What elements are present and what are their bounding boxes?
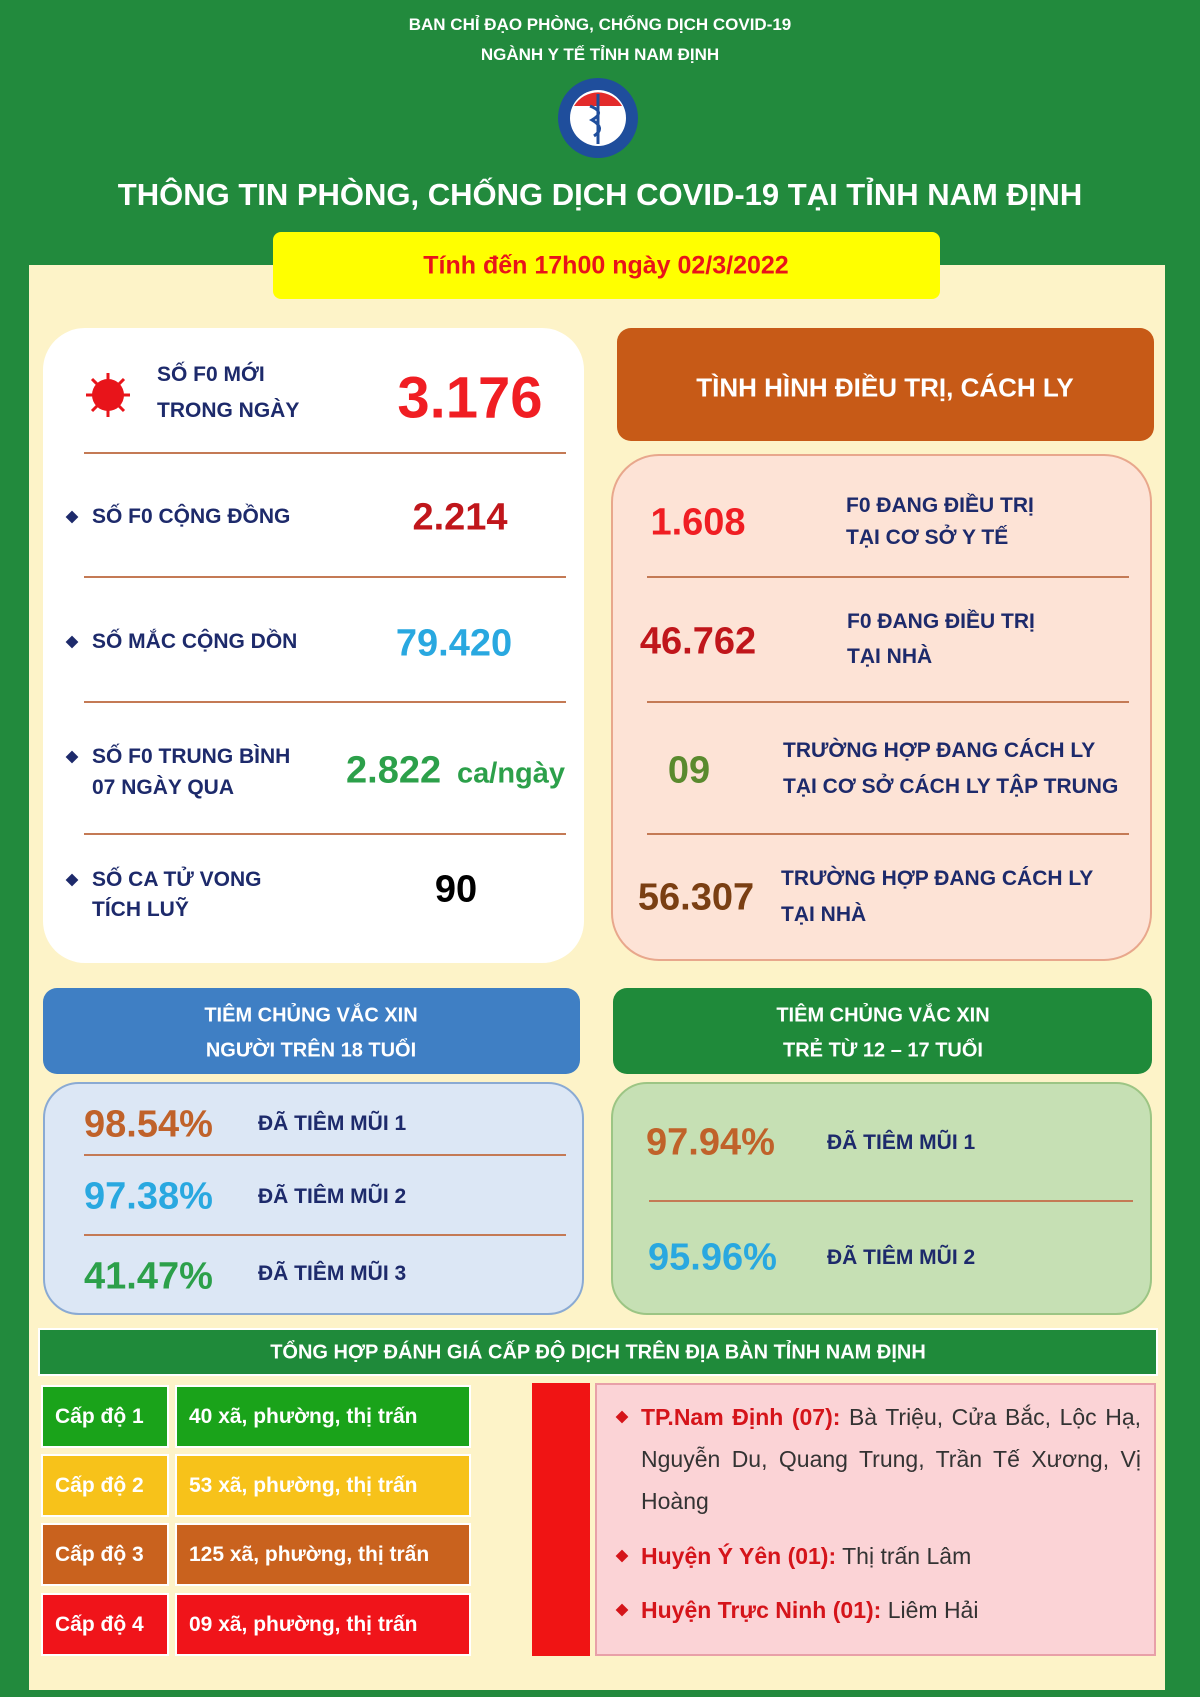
area-entry: TP.Nam Định (07): Bà Triệu, Cửa Bắc, Lộc… xyxy=(641,1396,1141,1522)
level4-marker xyxy=(532,1383,590,1656)
org-line: BAN CHỈ ĐẠO PHÒNG, CHỐNG DỊCH COVID-19 xyxy=(408,15,792,34)
divider xyxy=(647,833,1129,835)
level-name: Cấp độ 1 xyxy=(41,1385,169,1448)
divider xyxy=(84,452,566,454)
case-value: 3.176 xyxy=(397,365,543,431)
cases-card xyxy=(43,328,584,963)
divider xyxy=(647,576,1129,578)
case-value: 79.420 xyxy=(395,622,513,665)
org-line: NGÀNH Y TẾ TỈNH NAM ĐỊNH xyxy=(480,45,720,64)
vaccine-label: ĐÃ TIÊM MŨI 1 xyxy=(258,1112,407,1135)
area-places: Thị trấn Lâm xyxy=(842,1543,972,1569)
case-label: SỐ MẮC CỘNG DỒN xyxy=(92,630,298,653)
area-name: Huyện Trực Ninh (01): xyxy=(641,1597,882,1623)
case-label: SỐ F0 MỚI xyxy=(157,363,265,386)
case-value: 2.214 xyxy=(412,496,508,539)
case-value: 2.822 xyxy=(346,749,442,792)
vaccine-adults-header xyxy=(43,988,580,1074)
levels-title: TỔNG HỢP ĐÁNH GIÁ CẤP ĐỘ DỊCH TRÊN ĐỊA B… xyxy=(270,1341,926,1364)
vaccine-children-header xyxy=(613,988,1152,1074)
virus-icon xyxy=(86,373,130,417)
case-label: SỐ F0 CỘNG ĐỒNG xyxy=(92,505,291,528)
date-box xyxy=(273,232,940,299)
treatment-label: TRƯỜNG HỢP ĐANG CÁCH LY xyxy=(781,867,1094,890)
treatment-value: 1.608 xyxy=(650,501,746,544)
treatment-card xyxy=(611,454,1152,961)
page-title: THÔNG TIN PHÒNG, CHỐNG DỊCH COVID-19 TẠI… xyxy=(117,177,1083,212)
area-entry: Huyện Ý Yên (01): Thị trấn Lâm xyxy=(641,1535,1141,1577)
vaccine-label: ĐÃ TIÊM MŨI 3 xyxy=(258,1262,407,1285)
vaccine-title: NGƯỜI TRÊN 18 TUỔI xyxy=(205,1039,417,1062)
vaccine-title: TRẺ TỪ 12 – 17 TUỔI xyxy=(783,1039,983,1062)
area-places: Bà Triệu, Cửa Bắc, Lộc Hạ, Nguyễn Du, Qu… xyxy=(641,1404,1141,1514)
level-areas: 09 xã, phường, thị trấn xyxy=(175,1593,471,1656)
case-label: SỐ CA TỬ VONG xyxy=(92,868,262,891)
area-name: Huyện Ý Yên (01): xyxy=(641,1543,837,1569)
treatment-label: TẠI NHÀ xyxy=(781,903,867,926)
divider xyxy=(84,1234,566,1236)
vaccine-value: 97.94% xyxy=(646,1121,775,1164)
divider xyxy=(84,701,566,703)
treatment-label: TRƯỜNG HỢP ĐANG CÁCH LY xyxy=(783,739,1096,762)
treatment-label: TẠI NHÀ xyxy=(847,645,933,668)
vaccine-value: 98.54% xyxy=(84,1103,213,1146)
vaccine-title: TIÊM CHỦNG VẮC XIN xyxy=(204,1004,418,1027)
treatment-label: TẠI CƠ SỞ CÁCH LY TẬP TRUNG xyxy=(783,775,1119,798)
level-name: Cấp độ 2 xyxy=(41,1454,169,1517)
levels-header xyxy=(38,1328,1158,1376)
treatment-value: 56.307 xyxy=(637,876,755,919)
divider xyxy=(647,701,1129,703)
treatment-title: TÌNH HÌNH ĐIỀU TRỊ, CÁCH LY xyxy=(696,372,1074,403)
vaccine-adults-card xyxy=(43,1082,584,1315)
case-label: 07 NGÀY QUA xyxy=(92,776,234,799)
case-value: 90 xyxy=(434,868,478,911)
level-areas: 40 xã, phường, thị trấn xyxy=(175,1385,471,1448)
treatment-label: F0 ĐANG ĐIỀU TRỊ xyxy=(846,494,1034,517)
divider xyxy=(84,1154,566,1156)
level-name: Cấp độ 4 xyxy=(41,1593,169,1656)
vaccine-title: TIÊM CHỦNG VẮC XIN xyxy=(776,1004,990,1027)
ministry-logo xyxy=(558,78,638,158)
case-unit: ca/ngày xyxy=(457,757,565,790)
case-label: TRONG NGÀY xyxy=(157,399,300,422)
area-places: Liêm Hải xyxy=(887,1597,979,1623)
vaccine-label: ĐÃ TIÊM MŨI 1 xyxy=(827,1131,976,1154)
level-areas: 53 xã, phường, thị trấn xyxy=(175,1454,471,1517)
vaccine-value: 41.47% xyxy=(84,1255,213,1298)
case-label: TÍCH LUỸ xyxy=(92,898,189,921)
level-name: Cấp độ 3 xyxy=(41,1523,169,1586)
vaccine-label: ĐÃ TIÊM MŨI 2 xyxy=(258,1185,407,1208)
vaccine-value: 95.96% xyxy=(648,1236,777,1279)
vaccine-children-card xyxy=(611,1082,1152,1315)
divider xyxy=(84,576,566,578)
divider xyxy=(84,833,566,835)
area-entry: Huyện Trực Ninh (01): Liêm Hải xyxy=(641,1589,1141,1631)
case-label: SỐ F0 TRUNG BÌNH xyxy=(92,745,291,768)
area-name: TP.Nam Định (07): xyxy=(641,1404,841,1430)
level4-box xyxy=(595,1383,1156,1656)
vaccine-label: ĐÃ TIÊM MŨI 2 xyxy=(827,1246,976,1269)
vaccine-value: 97.38% xyxy=(84,1175,213,1218)
treatment-value: 46.762 xyxy=(639,620,757,663)
treatment-label: TẠI CƠ SỞ Y TẾ xyxy=(846,526,1009,549)
level-areas: 125 xã, phường, thị trấn xyxy=(175,1523,471,1586)
divider xyxy=(649,1200,1133,1202)
treatment-label: F0 ĐANG ĐIỀU TRỊ xyxy=(847,610,1035,633)
treatment-header xyxy=(617,328,1154,441)
date: Tính đến 17h00 ngày 02/3/2022 xyxy=(423,251,789,280)
treatment-value: 09 xyxy=(667,749,711,792)
